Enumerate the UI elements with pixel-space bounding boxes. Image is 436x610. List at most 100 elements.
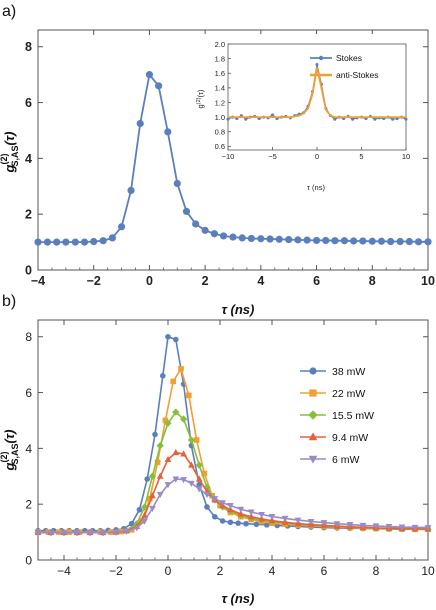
b-data-point bbox=[173, 336, 179, 343]
inset-data-point bbox=[271, 113, 274, 117]
a-data-point bbox=[210, 230, 218, 238]
inset-data-point bbox=[244, 117, 248, 121]
a-data-point bbox=[238, 234, 246, 242]
panel-b-ylabel: g(2)S,AS(τ) bbox=[0, 430, 20, 472]
b-data-point bbox=[172, 448, 180, 456]
inset-ytick-label: 1.2 bbox=[215, 98, 225, 107]
a-data-point bbox=[173, 179, 181, 188]
b-data-point bbox=[193, 437, 200, 443]
b-data-point bbox=[195, 475, 203, 482]
b-data-point bbox=[247, 509, 255, 516]
inset-ytick-label: 1.0 bbox=[215, 113, 225, 122]
legend-marker bbox=[308, 432, 318, 441]
b-data-point bbox=[346, 522, 354, 529]
a-data-point bbox=[247, 234, 255, 243]
legend-label: 38 mW bbox=[332, 366, 365, 378]
inset-legend: Stokes anti-Stokes bbox=[310, 53, 379, 80]
b-data-point bbox=[123, 528, 130, 535]
b-ytick-label: 8 bbox=[25, 330, 32, 344]
b-data-point bbox=[147, 495, 153, 502]
b-data-point bbox=[149, 505, 156, 513]
b-data-point bbox=[372, 523, 380, 530]
a-data-point bbox=[331, 237, 339, 245]
legend-marker bbox=[309, 389, 317, 397]
b-data-point bbox=[196, 481, 202, 488]
b-data-point bbox=[128, 520, 135, 527]
panel-b-plot-area: −4 −2 0 2 4 6 8 10 0 2 4 6 8 bbox=[25, 319, 435, 578]
b-data-point bbox=[156, 472, 164, 479]
b-data-point bbox=[73, 530, 81, 537]
b-data-point bbox=[237, 510, 245, 517]
b-data-point bbox=[172, 408, 180, 416]
legend-label: 9.4 mW bbox=[332, 432, 368, 444]
panel-a-ylabel: g(2)S,AS(τ) bbox=[0, 132, 20, 174]
panel-a-label: a) bbox=[2, 3, 16, 20]
inset-xtick-label: −10 bbox=[222, 152, 235, 161]
b-data-point bbox=[307, 518, 315, 526]
inset-data-point bbox=[404, 117, 408, 121]
b-data-point bbox=[149, 492, 156, 499]
inset-legend-label: anti-Stokes bbox=[336, 70, 379, 80]
a-data-point bbox=[192, 220, 200, 228]
inset-ytick-label: 1.6 bbox=[215, 69, 225, 78]
a-data-point bbox=[99, 237, 107, 245]
b-data-point bbox=[195, 461, 203, 469]
a-data-point bbox=[136, 119, 144, 128]
b-data-point bbox=[258, 515, 265, 522]
inset-data-point bbox=[351, 117, 355, 121]
a-data-point bbox=[219, 232, 228, 240]
a-data-point bbox=[350, 237, 358, 245]
a-axes: −4 −2 0 2 4 6 8 10 0 2 4 6 8 bbox=[25, 29, 435, 288]
b-series-line bbox=[38, 478, 429, 534]
inset-ytick-label: 1.4 bbox=[215, 84, 225, 93]
b-data-point bbox=[204, 504, 210, 510]
b-data-point bbox=[201, 470, 208, 477]
b-data-point bbox=[164, 455, 172, 463]
b-data-point bbox=[281, 515, 289, 523]
b-axes: −4 −2 0 2 4 6 8 10 0 2 4 6 8 bbox=[25, 319, 435, 578]
b-series-1 bbox=[35, 366, 431, 535]
inset-ytick-label: 2.0 bbox=[215, 40, 225, 49]
b-data-point bbox=[141, 518, 148, 525]
b-ytick-label: 0 bbox=[25, 554, 32, 568]
a-data-point bbox=[377, 237, 386, 245]
a-xtick-label: 4 bbox=[257, 274, 264, 288]
panel-b-legend: 38 mW 22 mW 15.5 mW 9.4 mW 6 mW bbox=[300, 366, 374, 466]
a-ytick-label: 8 bbox=[25, 40, 32, 54]
a-ytick-label: 6 bbox=[25, 96, 32, 110]
b-xtick-label: 0 bbox=[165, 564, 172, 578]
b-data-point bbox=[294, 517, 302, 524]
panel-b: b) −4 −2 0 2 4 6 8 10 0 2 4 6 8 g(2)S,AS(τ) τ (ns) 3… bbox=[0, 293, 435, 606]
inset-ytick-label: 0.6 bbox=[215, 142, 225, 151]
a-data-point bbox=[164, 128, 172, 136]
inset-data-point bbox=[333, 117, 337, 121]
b-data-point bbox=[188, 461, 195, 468]
a-data-point bbox=[53, 238, 61, 246]
b-data-point bbox=[164, 419, 172, 427]
b-data-point bbox=[156, 441, 164, 450]
b-series-4 bbox=[34, 476, 432, 537]
b-data-point bbox=[172, 476, 180, 483]
a-data-point bbox=[424, 238, 432, 246]
a-data-point bbox=[275, 235, 283, 243]
b-data-point bbox=[133, 525, 141, 532]
a-data-point bbox=[62, 238, 70, 246]
b-data-point bbox=[235, 520, 241, 526]
b-data-point bbox=[385, 523, 393, 531]
b-data-point bbox=[179, 415, 188, 423]
inset-series-line bbox=[228, 67, 406, 118]
b-data-point bbox=[164, 482, 172, 489]
svg-text:g(2)S,AS(τ): g(2)S,AS(τ) bbox=[0, 430, 20, 472]
a-data-point bbox=[108, 234, 116, 242]
b-data-point bbox=[180, 477, 187, 484]
a-series-0 bbox=[34, 71, 432, 246]
b-data-point bbox=[268, 513, 276, 521]
a-data-point bbox=[145, 71, 154, 79]
a-xtick-label: 10 bbox=[421, 274, 435, 288]
a-data-point bbox=[155, 82, 163, 90]
b-data-point bbox=[195, 486, 203, 493]
a-data-point bbox=[182, 207, 191, 215]
a-data-point bbox=[405, 237, 413, 246]
b-data-point bbox=[211, 496, 219, 503]
